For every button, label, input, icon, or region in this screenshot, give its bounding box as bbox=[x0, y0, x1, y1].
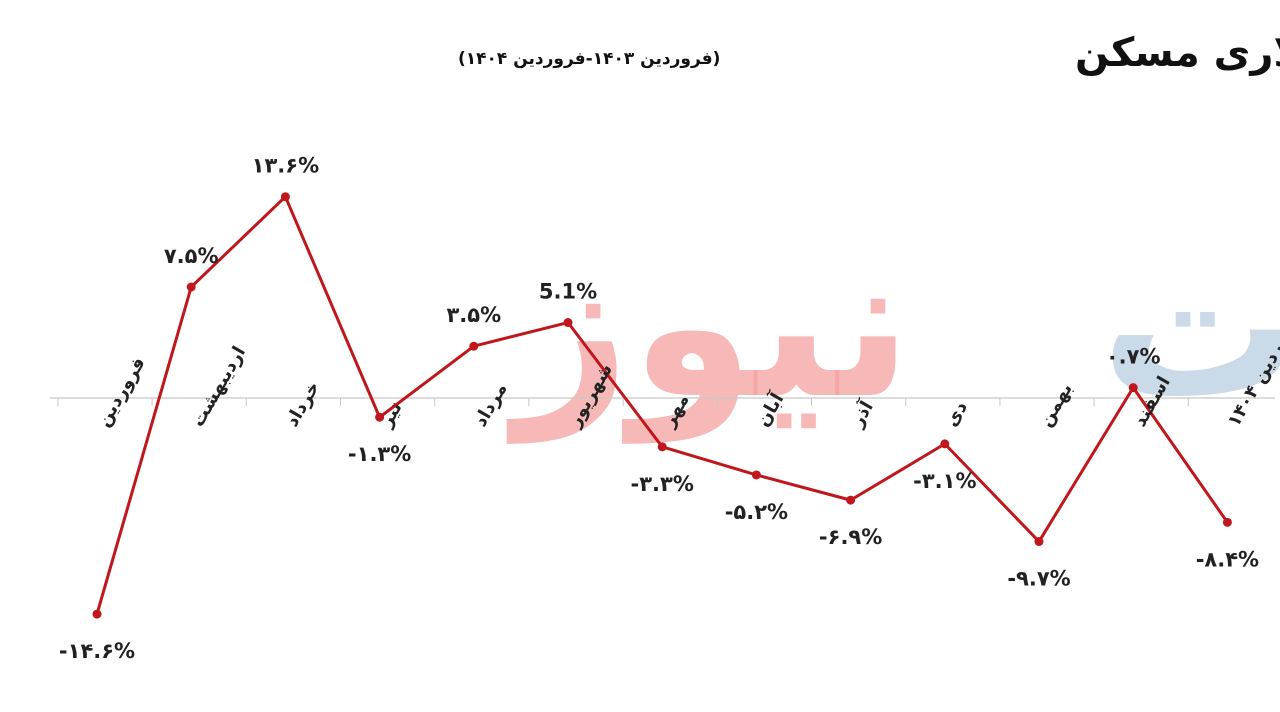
data-label: ۳.۵% bbox=[446, 303, 501, 327]
data-point bbox=[563, 318, 573, 328]
data-label: ۷.۵% bbox=[164, 244, 219, 268]
data-point bbox=[280, 192, 290, 202]
data-label: -۱۴.۶% bbox=[59, 639, 135, 663]
x-tick-label: فروردین bbox=[93, 354, 150, 431]
chart-title: درصد تغییر قیمت دلاری مسکن bbox=[1075, 30, 1280, 76]
data-point bbox=[940, 439, 950, 449]
data-label: -۱.۳% bbox=[348, 442, 411, 466]
data-label: ۰.۷% bbox=[1106, 345, 1161, 369]
x-tick-label: مرداد bbox=[470, 379, 512, 430]
watermark-text-2: نیوز bbox=[506, 210, 912, 444]
x-tick-label: تیر bbox=[375, 398, 406, 431]
data-label: -۳.۱% bbox=[913, 469, 976, 493]
watermark: تجارت نیوز bbox=[506, 210, 1280, 444]
data-point bbox=[657, 442, 667, 452]
data-points bbox=[92, 192, 1232, 619]
data-point bbox=[1034, 537, 1044, 547]
data-label: 5.1% bbox=[539, 280, 597, 304]
data-point bbox=[186, 282, 196, 292]
watermark-text-1: تجارت bbox=[1100, 210, 1280, 444]
data-point bbox=[469, 341, 479, 351]
data-label: -۹.۷% bbox=[1007, 567, 1070, 591]
data-point bbox=[1222, 517, 1232, 527]
x-tick-label: اردیبهشت bbox=[187, 343, 250, 431]
value-labels: -۱۴.۶% ۷.۵% ۱۳.۶% -۱.۳% ۳.۵% 5.1% -۳.۳% -۵.۲% -۶… bbox=[59, 154, 1259, 663]
data-label: -۳.۳% bbox=[631, 472, 694, 496]
x-tick-label: بهمن bbox=[1035, 379, 1077, 430]
data-label: -۵.۲% bbox=[725, 500, 788, 524]
chart-subtitle: (فروردین ۱۴۰۳-فروردین ۱۴۰۴) bbox=[458, 49, 720, 69]
x-tick-label: خرداد bbox=[282, 378, 325, 431]
data-point bbox=[375, 412, 385, 422]
x-ticks bbox=[57, 398, 1189, 406]
data-point bbox=[846, 495, 856, 505]
data-point bbox=[1128, 383, 1138, 393]
x-tick-label: دی bbox=[941, 398, 972, 431]
data-label: -۸.۴% bbox=[1196, 547, 1259, 571]
data-point bbox=[751, 470, 761, 480]
data-label: -۶.۹% bbox=[819, 525, 882, 549]
data-point bbox=[92, 609, 102, 619]
data-label: ۱۳.۶% bbox=[252, 154, 319, 178]
